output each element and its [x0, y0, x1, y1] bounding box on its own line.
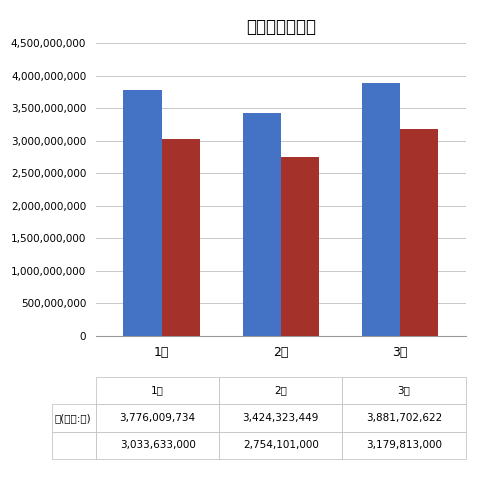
Bar: [243, 113, 281, 336]
Bar: [162, 139, 200, 336]
Legend: 被害総額（既遂のみ）（単位:円）, うち振り込め詐欺: 被害総額（既遂のみ）（単位:円）, うち振り込め詐欺: [184, 477, 377, 480]
Bar: [400, 129, 438, 336]
Bar: [362, 84, 400, 336]
Bar: [123, 90, 162, 336]
Bar: [281, 157, 319, 336]
Title: 被害総額の推移: 被害総額の推移: [246, 18, 316, 36]
